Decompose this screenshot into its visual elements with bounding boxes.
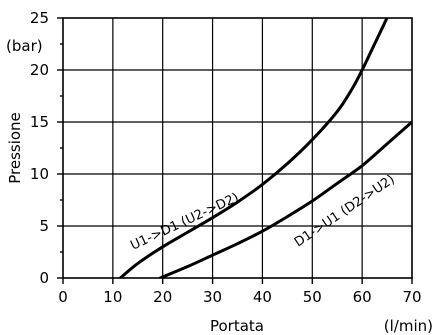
x-tick-label: 0 <box>58 288 68 306</box>
y-axis-title: Pressione <box>6 112 24 184</box>
plot-frame <box>62 17 413 279</box>
y-axis-unit: (bar) <box>6 37 43 55</box>
x-tick-label: 10 <box>103 288 122 306</box>
grid <box>63 18 412 278</box>
x-tick-label: 20 <box>153 288 172 306</box>
tick-labels: 0 10 20 30 40 50 60 70 0 5 10 15 20 25 <box>30 9 422 306</box>
x-tick-label: 70 <box>402 288 421 306</box>
series-line-2 <box>158 120 412 278</box>
y-tick-label: 0 <box>39 269 49 287</box>
y-tick-label: 20 <box>30 61 49 79</box>
y-tick-label: 5 <box>39 217 49 235</box>
x-axis-title: Portata <box>210 317 264 335</box>
y-tick-label: 15 <box>30 113 49 131</box>
series-label-u1-d1: U1->D1 (U2->D2) <box>128 190 241 253</box>
axis-ticks <box>57 17 413 284</box>
y-tick-label: 25 <box>30 9 49 27</box>
y-tick-label: 10 <box>30 165 49 183</box>
series-line-1 <box>118 18 389 278</box>
x-tick-label: 60 <box>353 288 372 306</box>
x-tick-label: 40 <box>253 288 272 306</box>
x-tick-label: 50 <box>303 288 322 306</box>
x-tick-label: 30 <box>203 288 222 306</box>
x-axis-unit: (l/min) <box>384 317 433 335</box>
series-label-d1-u1: D1->U1 (D2->U2) <box>292 172 398 250</box>
series-group <box>118 18 412 278</box>
